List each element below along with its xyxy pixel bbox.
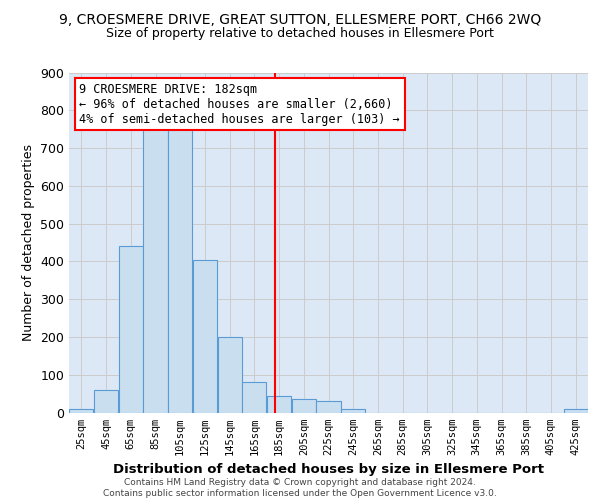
Y-axis label: Number of detached properties: Number of detached properties (22, 144, 35, 341)
Bar (168, 129, 192, 412)
Bar (563, 408, 587, 412)
Bar (119, 246, 143, 412)
Bar (316, 401, 341, 412)
Bar (341, 408, 365, 412)
Text: Contains HM Land Registry data © Crown copyright and database right 2024.
Contai: Contains HM Land Registry data © Crown c… (103, 478, 497, 498)
Bar (94, 390, 118, 412)
Bar (70, 408, 94, 412)
Bar (292, 400, 316, 412)
Bar (242, 382, 266, 412)
Bar (267, 396, 291, 412)
Bar (143, 129, 167, 412)
Bar (193, 260, 217, 412)
X-axis label: Distribution of detached houses by size in Ellesmere Port: Distribution of detached houses by size … (113, 463, 544, 476)
Text: Size of property relative to detached houses in Ellesmere Port: Size of property relative to detached ho… (106, 28, 494, 40)
Bar (218, 337, 242, 412)
Text: 9, CROESMERE DRIVE, GREAT SUTTON, ELLESMERE PORT, CH66 2WQ: 9, CROESMERE DRIVE, GREAT SUTTON, ELLESM… (59, 12, 541, 26)
Text: 9 CROESMERE DRIVE: 182sqm
← 96% of detached houses are smaller (2,660)
4% of sem: 9 CROESMERE DRIVE: 182sqm ← 96% of detac… (79, 82, 400, 126)
